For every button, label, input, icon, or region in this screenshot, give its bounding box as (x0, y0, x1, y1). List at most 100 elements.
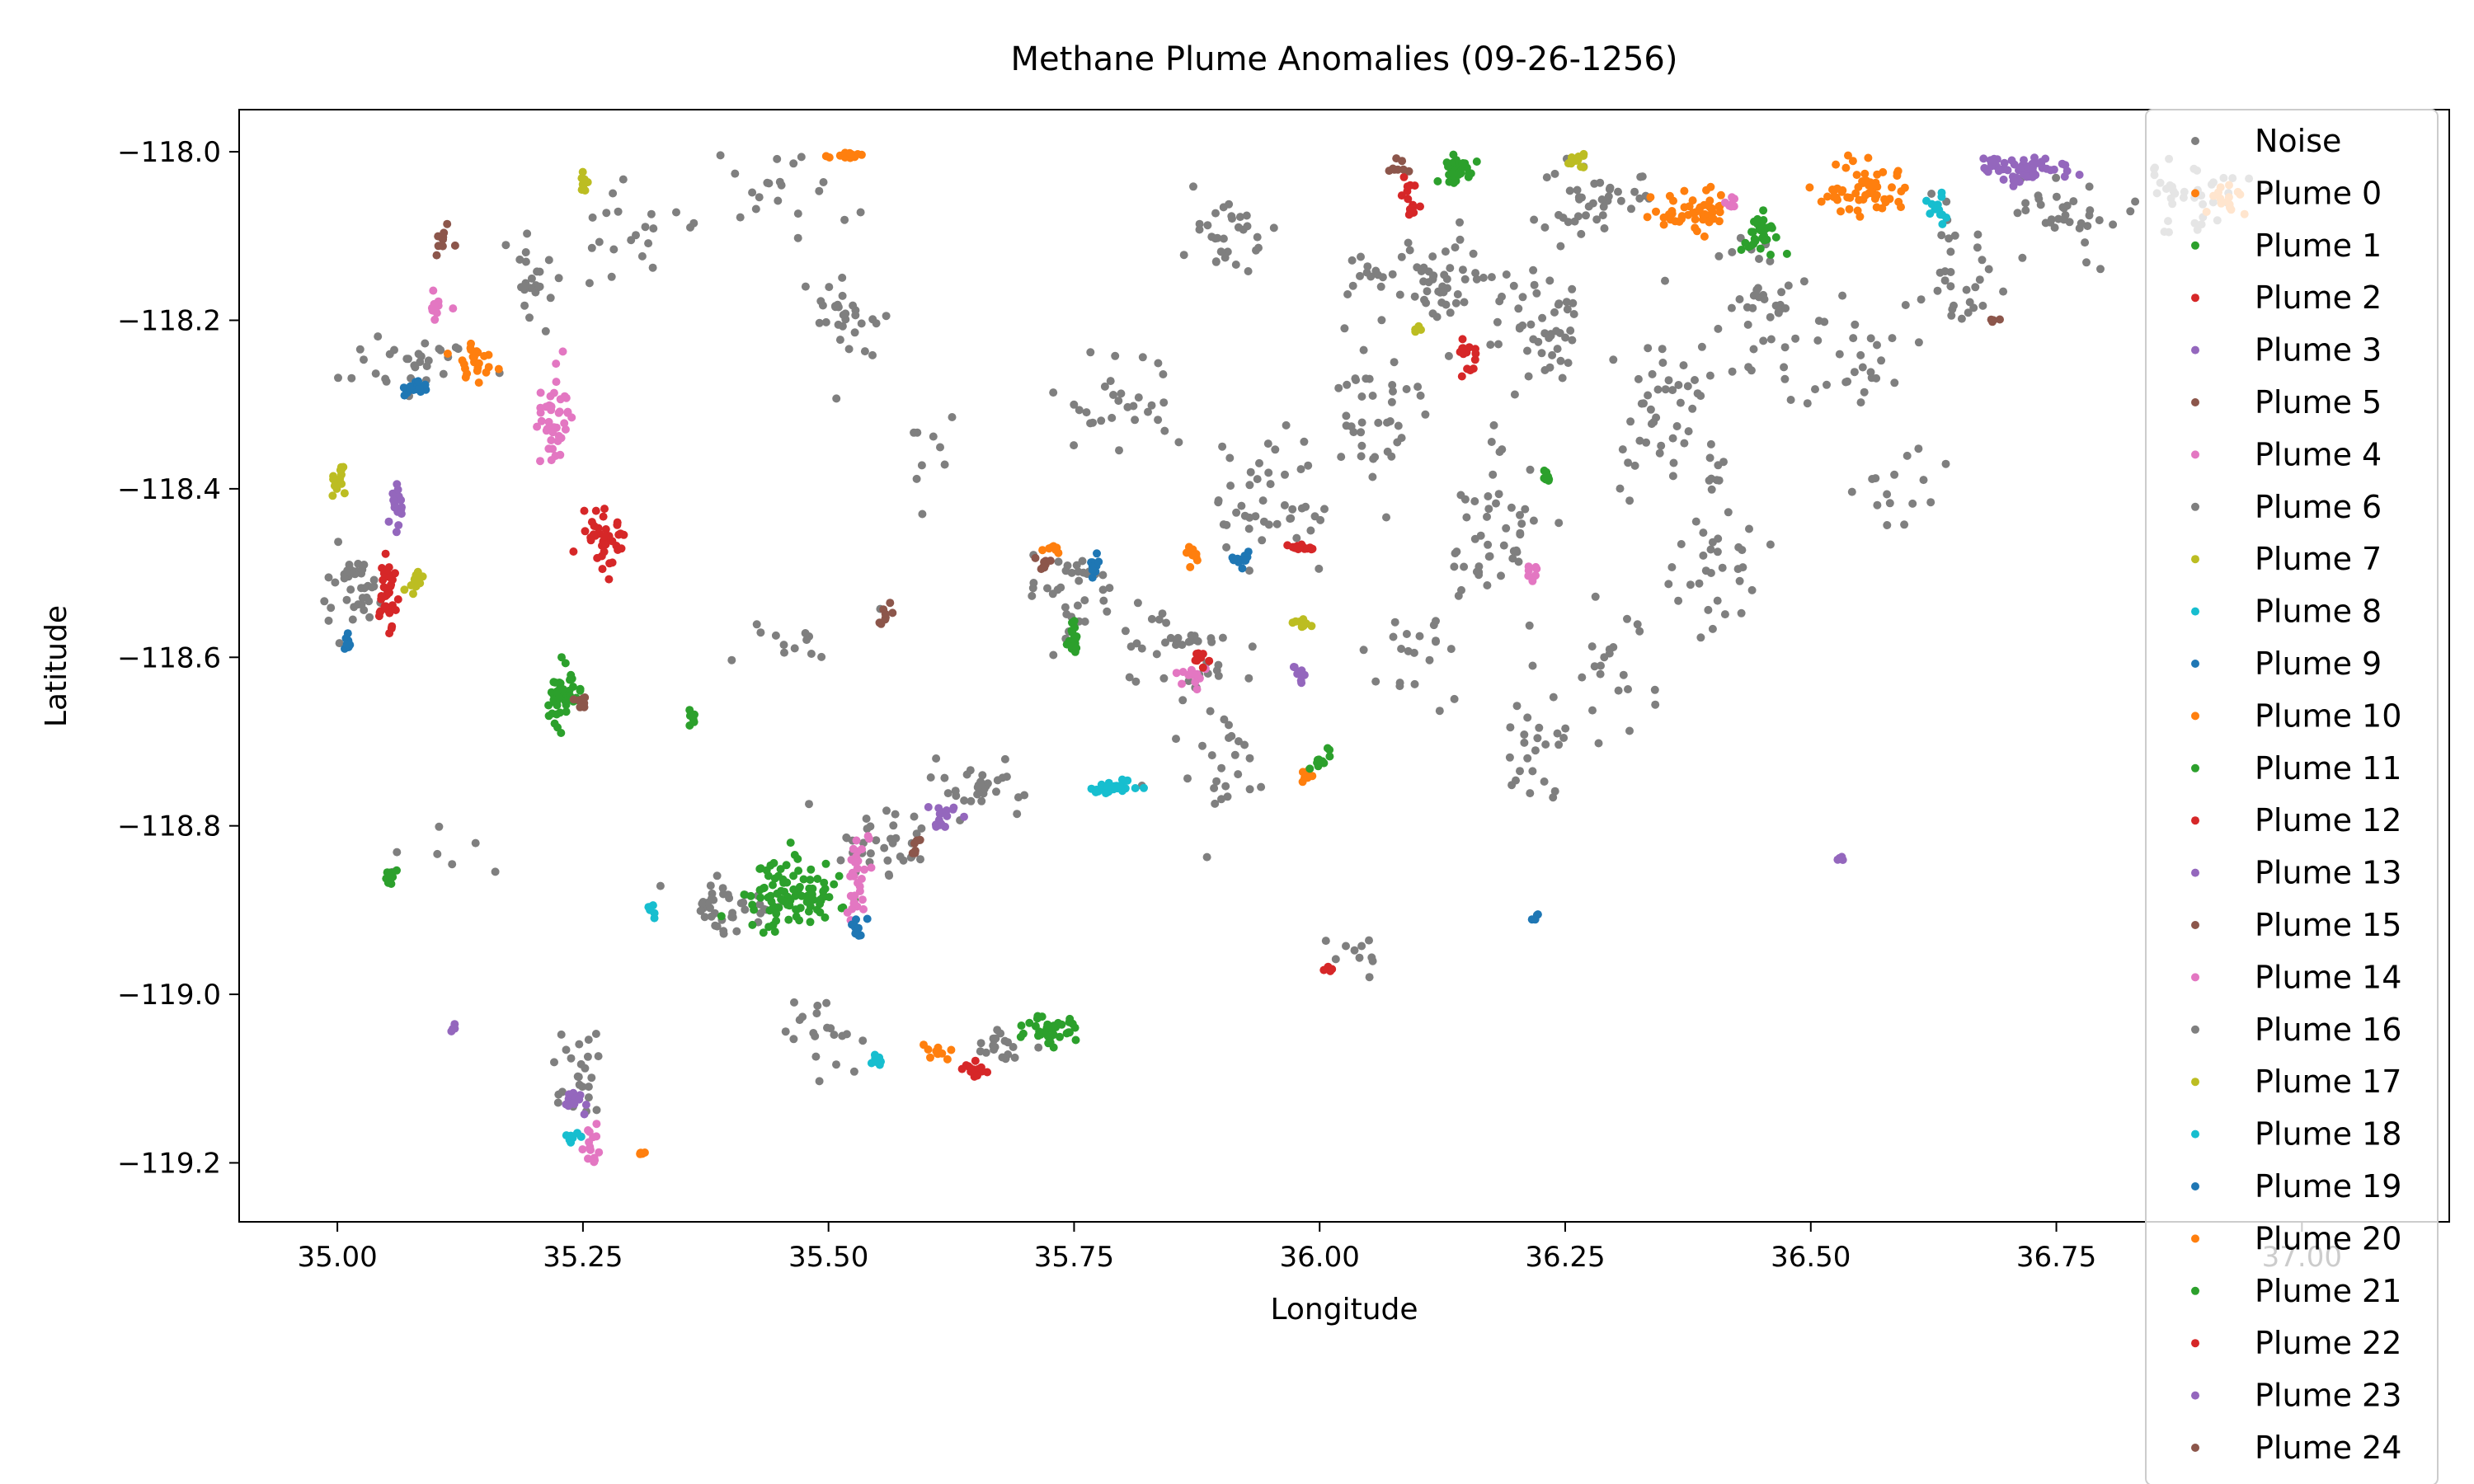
data-point (379, 575, 388, 585)
data-point (2037, 157, 2046, 167)
data-point (413, 575, 422, 585)
data-point (1813, 336, 1823, 345)
data-point (1989, 316, 1998, 325)
data-point (1646, 405, 1655, 414)
data-point (859, 904, 868, 913)
data-point (1337, 453, 1346, 462)
data-point (910, 848, 920, 857)
data-point (1032, 1014, 1042, 1023)
data-point (1451, 176, 1460, 186)
data-point (689, 218, 698, 228)
data-point (1803, 399, 1812, 408)
data-point (385, 350, 394, 359)
x-tick-label: 36.50 (1771, 1241, 1851, 1274)
data-point (1713, 547, 1722, 556)
data-point (1456, 235, 1465, 244)
data-point (2058, 159, 2067, 168)
data-point (1390, 165, 1399, 174)
data-point (1174, 438, 1183, 447)
data-point (1835, 853, 1844, 862)
data-point (706, 881, 715, 890)
data-point (1245, 513, 1254, 522)
data-point (1526, 465, 1535, 474)
data-point (584, 1082, 593, 1092)
data-point (1518, 321, 1527, 330)
data-point (1075, 406, 1084, 415)
data-point (1653, 385, 1663, 394)
data-point (1047, 1032, 1056, 1040)
data-point (1502, 524, 1511, 533)
data-point (334, 373, 342, 383)
data-point (1296, 676, 1305, 685)
data-point (1253, 475, 1262, 484)
data-point (840, 215, 849, 224)
data-point (566, 675, 574, 684)
data-point (1708, 624, 1717, 633)
data-point (433, 849, 442, 858)
data-point (886, 599, 895, 608)
data-point (991, 1034, 1000, 1043)
data-point (1866, 368, 1875, 377)
data-point (1866, 334, 1875, 343)
data-point (421, 380, 430, 389)
data-point (613, 518, 622, 527)
data-point (474, 378, 483, 387)
data-point (1416, 391, 1425, 400)
data-point (567, 1054, 576, 1063)
data-point (1178, 668, 1188, 676)
data-point (591, 1030, 600, 1038)
data-point (815, 1077, 824, 1086)
data-point (1263, 439, 1272, 448)
data-point (1440, 270, 1449, 279)
data-point (1399, 172, 1409, 181)
data-point (1061, 603, 1070, 612)
data-point (575, 1040, 584, 1049)
data-point (1129, 402, 1138, 411)
data-point (580, 506, 589, 515)
data-point (552, 378, 561, 387)
data-point (1661, 385, 1670, 394)
legend-entry: Plume 21 (2255, 1273, 2401, 1309)
legend-marker (2191, 763, 2199, 773)
data-point (1659, 213, 1668, 222)
data-point (1225, 453, 1235, 463)
data-point (1755, 255, 1763, 263)
data-point (1989, 157, 1998, 166)
data-point (910, 428, 919, 437)
data-point (815, 186, 824, 195)
data-point (842, 834, 851, 843)
data-point (1823, 380, 1831, 389)
data-point (1964, 308, 1973, 317)
data-point (1475, 562, 1484, 571)
data-point (555, 693, 564, 702)
data-point (1424, 267, 1433, 276)
legend-marker (2191, 1025, 2199, 1034)
data-point (467, 339, 475, 348)
data-point (641, 223, 650, 232)
data-point (2036, 200, 2045, 209)
data-point (1507, 503, 1516, 512)
y-tick-label: −119.2 (117, 1147, 221, 1180)
data-point (1651, 700, 1660, 709)
data-point (1554, 740, 1564, 749)
data-point (790, 998, 798, 1007)
x-axis: 35.00 35.25 35.50 35.75 36.00 36.25 36.50 36.75… (297, 1222, 2342, 1274)
data-point (813, 1001, 822, 1010)
data-point (1304, 461, 1313, 470)
data-point (1781, 304, 1790, 312)
data-point (520, 301, 529, 310)
data-point (549, 388, 558, 397)
data-point (1377, 316, 1386, 325)
data-point (1446, 645, 1456, 654)
data-point (1938, 219, 1947, 228)
data-point (1075, 576, 1084, 585)
data-point (1264, 468, 1273, 477)
data-point (698, 899, 707, 909)
series-plume-24 (1031, 315, 2004, 574)
data-point (756, 893, 765, 902)
data-point (752, 620, 761, 629)
data-point (334, 538, 343, 547)
data-point (1029, 579, 1038, 587)
data-point (1450, 694, 1459, 703)
data-point (777, 886, 786, 895)
